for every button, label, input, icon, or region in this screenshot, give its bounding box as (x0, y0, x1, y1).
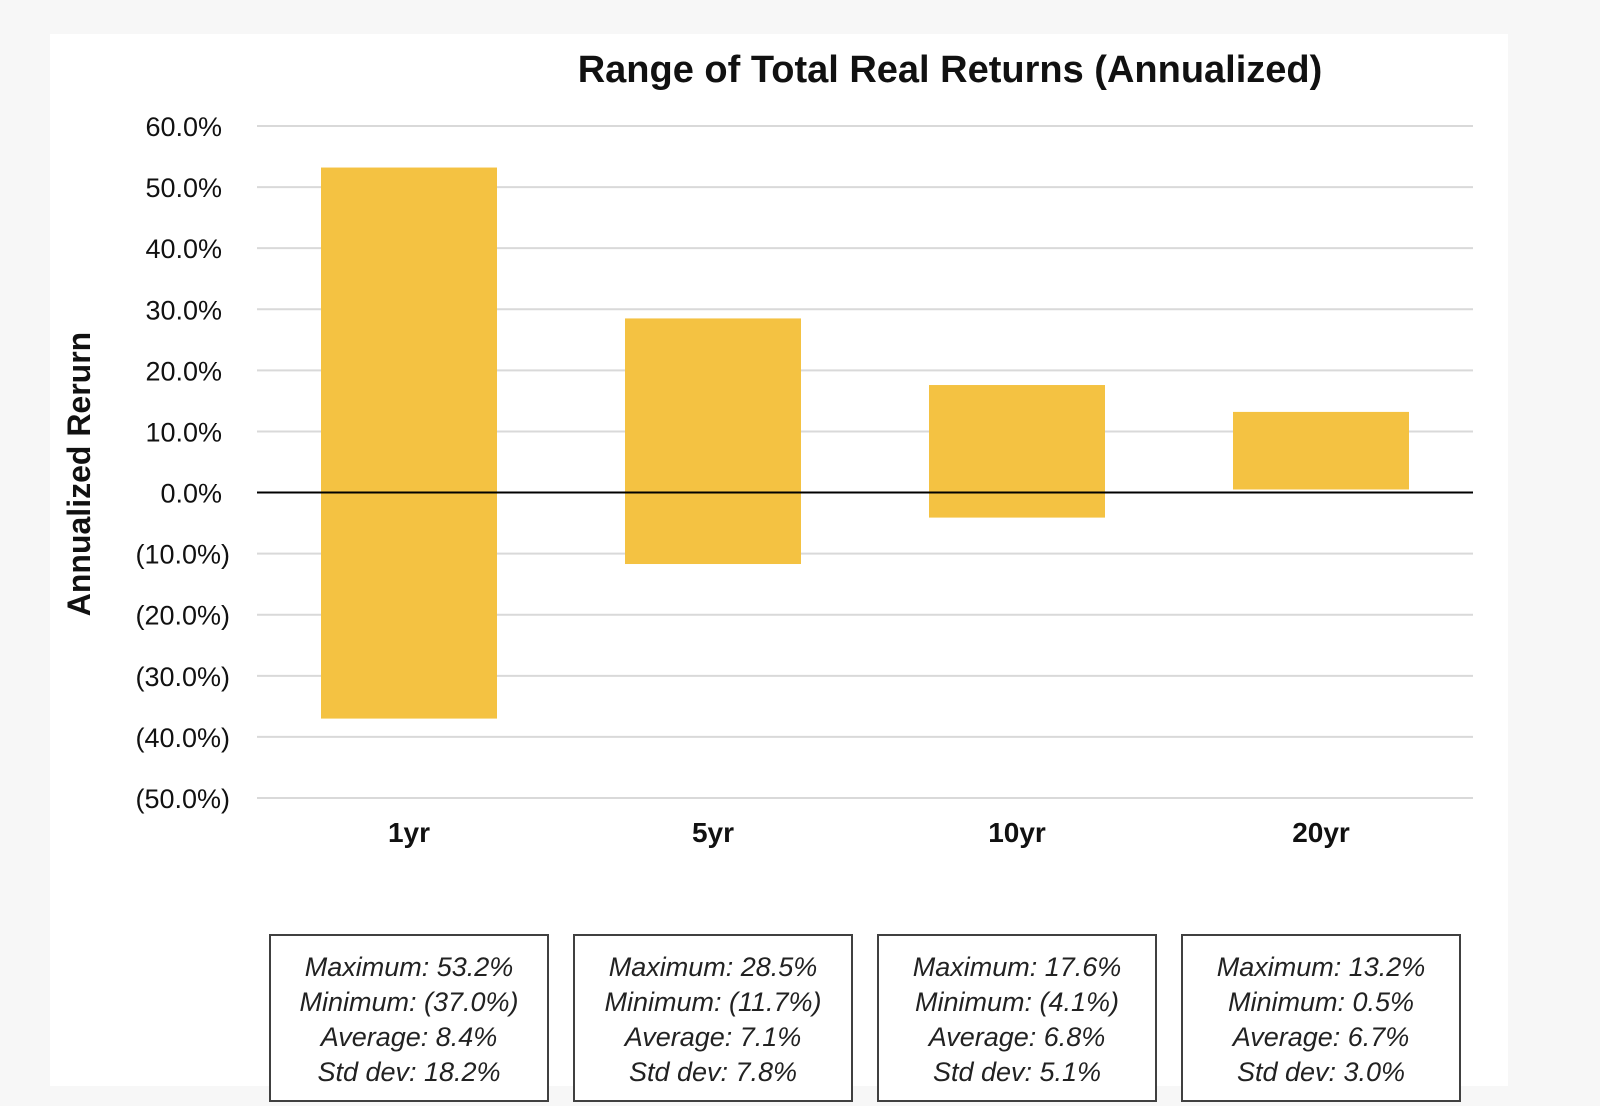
range-bar-5yr (625, 318, 801, 565)
stats-line: Std dev: 7.8% (628, 1057, 798, 1087)
stats-line: Std dev: 3.0% (1236, 1057, 1406, 1087)
y-tick-label: 20.0% (145, 356, 222, 386)
stats-box-10yr: Maximum: 17.6% Minimum: (4.1%) Average: 6.… (877, 934, 1157, 1102)
y-tick-label: 40.0% (145, 234, 222, 264)
stats-line: Average: 6.8% (928, 1022, 1106, 1052)
y-tick-label: 10.0% (145, 417, 222, 447)
x-tick-label: 10yr (988, 817, 1046, 848)
stats-line: Minimum: (37.0%) (299, 987, 519, 1017)
y-tick-label: 30.0% (145, 295, 222, 325)
stats-line: Std dev: 5.1% (932, 1057, 1102, 1087)
stats-line: Minimum: (11.7%) (604, 987, 822, 1017)
x-tick-label: 20yr (1292, 817, 1350, 848)
stats-box-1yr: Maximum: 53.2% Minimum: (37.0%) Average: 8… (269, 934, 549, 1102)
y-tick-label: (20.0%) (135, 601, 230, 631)
range-bar-10yr (929, 385, 1105, 518)
stats-line: Minimum: (4.1%) (914, 987, 1120, 1017)
y-tick-label: 0.0% (160, 479, 222, 509)
stats-line: Maximum: 17.6% (912, 952, 1122, 982)
y-tick-label: (50.0%) (135, 784, 230, 814)
y-tick-label: 50.0% (145, 173, 222, 203)
y-tick-label: 60.0% (145, 112, 222, 142)
stats-line: Maximum: 13.2% (1216, 952, 1426, 982)
stats-box-20yr: Maximum: 13.2% Minimum: 0.5% Average: 6.7%… (1181, 934, 1461, 1102)
x-tick-label: 1yr (388, 817, 430, 848)
stats-line: Average: 8.4% (320, 1022, 498, 1052)
range-bar-1yr (321, 167, 497, 719)
stats-line: Maximum: 28.5% (608, 952, 818, 982)
x-tick-label: 5yr (692, 817, 734, 848)
stats-line: Average: 7.1% (624, 1022, 802, 1052)
stats-line: Std dev: 18.2% (317, 1057, 501, 1087)
stats-line: Average: 6.7% (1232, 1022, 1410, 1052)
y-tick-label: (40.0%) (135, 723, 230, 753)
range-chart: Range of Total Real Returns (Annualized)… (61, 49, 1473, 848)
chart-panel: Range of Total Real Returns (Annualized)… (50, 34, 1508, 1102)
stats-box-5yr: Maximum: 28.5% Minimum: (11.7%) Average: 7… (573, 934, 853, 1102)
stats-line: Minimum: 0.5% (1227, 987, 1415, 1017)
range-bar-20yr (1233, 411, 1409, 490)
y-tick-label: (30.0%) (135, 662, 230, 692)
y-tick-label: (10.0%) (135, 540, 230, 570)
stats-line: Maximum: 53.2% (304, 952, 514, 982)
chart-title: Range of Total Real Returns (Annualized) (578, 49, 1323, 91)
y-axis-label: Annualized Rerurn (61, 332, 97, 616)
